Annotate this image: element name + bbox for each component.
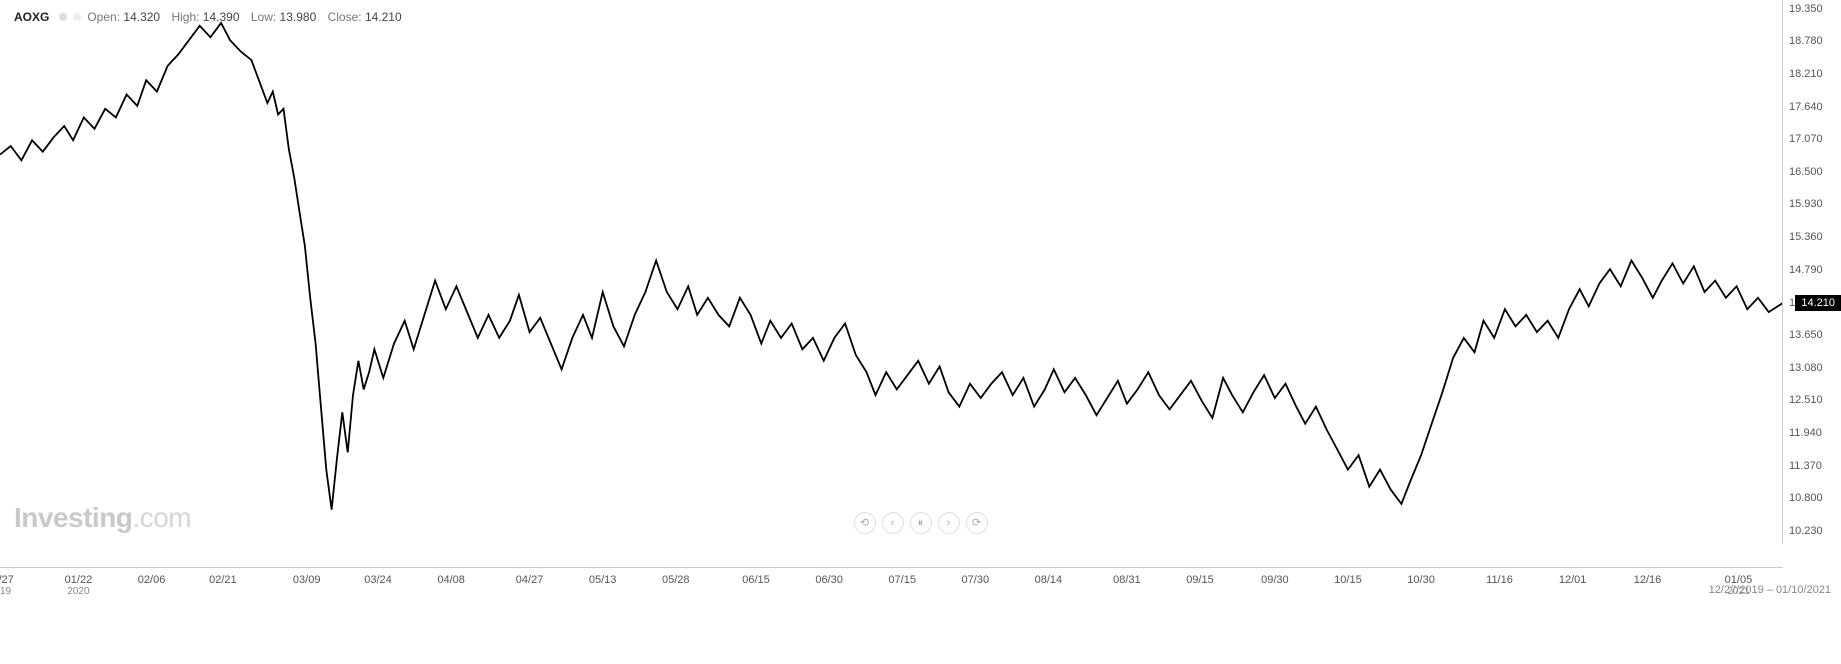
y-tick-label: 19.350: [1789, 3, 1823, 15]
y-tick-label: 18.780: [1789, 35, 1823, 47]
x-tick-label: 12/16: [1634, 574, 1662, 586]
y-tick-label: 15.360: [1789, 231, 1823, 243]
chart-nav-button-2[interactable]: ⏸: [910, 512, 932, 534]
x-tick-label: 10/30: [1407, 574, 1435, 586]
x-tick-label: 03/09: [293, 574, 321, 586]
chart-nav-button-4[interactable]: ⟳: [966, 512, 988, 534]
watermark-suffix: .com: [132, 502, 191, 533]
x-tick-label: 07/30: [962, 574, 990, 586]
x-tick-label: 01/222020: [65, 574, 93, 597]
y-tick-label: 10.230: [1789, 525, 1823, 537]
x-tick-label: 02/21: [209, 574, 237, 586]
x-tick-label: 09/30: [1261, 574, 1289, 586]
date-range-label: 12/27/2019 – 01/10/2021: [1709, 584, 1831, 596]
y-tick-label: 11.940: [1789, 427, 1822, 439]
chart-nav-button-1[interactable]: ‹: [882, 512, 904, 534]
x-tick-label: 09/15: [1186, 574, 1214, 586]
x-tick-label: 08/14: [1035, 574, 1063, 586]
y-tick-label: 10.800: [1789, 492, 1823, 504]
chart-nav-button-0[interactable]: ⟲: [854, 512, 876, 534]
x-tick-label: 05/13: [589, 574, 617, 586]
x-axis: 12/27201901/22202002/0602/2103/0903/2404…: [0, 567, 1783, 568]
y-tick-label: 14.790: [1789, 264, 1823, 276]
y-tick-label: 16.500: [1789, 166, 1823, 178]
x-tick-label: 04/08: [437, 574, 465, 586]
x-tick-label: 11/16: [1486, 574, 1513, 586]
x-tick-label: 12/01: [1559, 574, 1587, 586]
x-tick-label: 10/15: [1334, 574, 1362, 586]
last-price-value: 14.210: [1801, 297, 1835, 309]
y-tick-label: 13.080: [1789, 362, 1823, 374]
price-line-svg: [0, 0, 1783, 544]
chart-plot-area[interactable]: [0, 0, 1783, 544]
last-price-badge: 14.210: [1795, 295, 1841, 311]
x-tick-label: 04/27: [516, 574, 544, 586]
x-tick-label: 06/30: [815, 574, 843, 586]
x-tick-label: 07/15: [888, 574, 916, 586]
y-axis: 19.350 18.780 18.210 17.640 17.070 16.500 15.9…: [1782, 0, 1841, 544]
price-line: [0, 23, 1783, 510]
y-tick-label: 18.210: [1789, 68, 1823, 80]
x-tick-label: 03/24: [364, 574, 392, 586]
x-tick-label: 05/28: [662, 574, 690, 586]
y-tick-label: 11.370: [1789, 460, 1822, 472]
y-tick-label: 17.070: [1789, 133, 1823, 145]
y-tick-label: 17.640: [1789, 101, 1823, 113]
y-tick-label: 13.650: [1789, 329, 1823, 341]
x-tick-label: 08/31: [1113, 574, 1141, 586]
watermark-brand: Investing: [14, 502, 132, 533]
y-tick-label: 12.510: [1789, 394, 1823, 406]
x-tick-label: 12/272019: [0, 574, 14, 597]
x-tick-label: 02/06: [138, 574, 166, 586]
watermark-logo: Investing.com: [14, 502, 191, 534]
y-tick-label: 15.930: [1789, 198, 1823, 210]
chart-nav-button-3[interactable]: ›: [938, 512, 960, 534]
chart-nav-controls: ⟲ ‹ ⏸ › ⟳: [854, 512, 988, 534]
chart-container: { "header": { "ticker": "AOXG", "open_la…: [0, 0, 1841, 664]
x-tick-label: 06/15: [742, 574, 770, 586]
